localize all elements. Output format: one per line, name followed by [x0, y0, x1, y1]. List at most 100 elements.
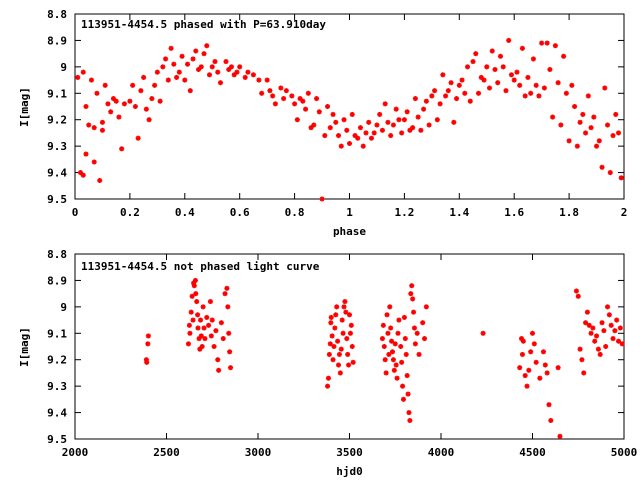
- data-point: [594, 333, 600, 339]
- data-point: [614, 317, 620, 323]
- y-tick-label: 8.9: [47, 34, 67, 47]
- data-point: [500, 64, 506, 70]
- data-point: [212, 59, 218, 65]
- data-point: [537, 375, 543, 381]
- data-point: [531, 341, 537, 347]
- data-point: [525, 74, 531, 80]
- data-point: [580, 111, 586, 117]
- data-point: [345, 351, 351, 357]
- phased-light-curve-panel: 113951-4454.5 phased with P=63.910day 0 0.…: [18, 8, 627, 238]
- data-point: [215, 69, 221, 75]
- data-point: [411, 325, 417, 331]
- data-point: [191, 283, 197, 289]
- data-point: [216, 367, 222, 373]
- data-point: [185, 61, 191, 67]
- data-point: [204, 43, 210, 49]
- data-point: [327, 341, 333, 347]
- data-point: [389, 338, 395, 344]
- data-point: [218, 320, 224, 326]
- data-point: [108, 109, 114, 115]
- data-point: [563, 90, 569, 96]
- x-tick-label: 1.8: [559, 206, 579, 219]
- data-point: [325, 375, 331, 381]
- data-point: [149, 96, 155, 102]
- data-point: [412, 96, 418, 102]
- data-point: [588, 125, 594, 131]
- data-point: [289, 93, 295, 99]
- data-point: [316, 109, 322, 115]
- data-point: [91, 125, 97, 131]
- data-point: [198, 64, 204, 70]
- data-point: [541, 85, 547, 91]
- data-point: [209, 64, 215, 70]
- data-point: [333, 119, 339, 125]
- data-point: [278, 85, 284, 91]
- data-point: [336, 351, 342, 357]
- data-point: [579, 357, 585, 363]
- data-point: [443, 93, 449, 99]
- data-point: [584, 309, 590, 315]
- data-point: [540, 349, 546, 355]
- data-point: [220, 336, 226, 342]
- data-point: [585, 93, 591, 99]
- data-point: [607, 170, 613, 176]
- data-point: [572, 104, 578, 109]
- data-point: [202, 336, 208, 342]
- data-point: [470, 59, 476, 65]
- y-tick-label: 8.9: [47, 274, 67, 287]
- data-point: [201, 325, 207, 331]
- data-point: [94, 90, 100, 96]
- data-point: [325, 383, 331, 389]
- data-point: [530, 330, 535, 336]
- data-point: [157, 98, 163, 104]
- data-point: [577, 346, 583, 352]
- data-point: [492, 67, 498, 72]
- x-tick-label: 1.2: [394, 206, 414, 219]
- data-point: [393, 362, 399, 368]
- data-point: [581, 370, 587, 376]
- data-point: [270, 93, 276, 99]
- data-point: [189, 293, 195, 299]
- data-point: [399, 130, 405, 136]
- data-point: [352, 133, 358, 139]
- data-point: [429, 93, 435, 99]
- data-point: [555, 365, 561, 371]
- data-point: [336, 362, 342, 368]
- data-point: [533, 359, 539, 365]
- data-point: [597, 351, 603, 357]
- data-point: [400, 396, 406, 402]
- data-point: [174, 74, 180, 80]
- data-point: [583, 130, 589, 136]
- data-point: [201, 51, 207, 57]
- data-point: [144, 359, 150, 365]
- data-point: [207, 299, 213, 305]
- data-point: [349, 111, 355, 117]
- data-point: [462, 90, 468, 96]
- data-point: [420, 320, 426, 326]
- data-point: [612, 328, 618, 334]
- data-point: [459, 77, 465, 83]
- data-point: [404, 373, 410, 379]
- data-point: [168, 45, 174, 51]
- data-point: [383, 370, 389, 376]
- unphased-light-curve-panel: 113951-4454.5 not phased light curve 2000…: [18, 248, 637, 478]
- data-point: [605, 304, 611, 310]
- data-point: [473, 51, 479, 57]
- data-point: [402, 336, 408, 342]
- data-point: [322, 133, 328, 139]
- data-point: [390, 357, 396, 363]
- data-point: [116, 114, 122, 120]
- y-tick-label: 9.5: [47, 193, 67, 206]
- data-point: [329, 333, 335, 339]
- chart-title: 113951-4454.5 phased with P=63.910day: [81, 18, 326, 31]
- x-tick-label: 0: [72, 206, 79, 219]
- data-point: [401, 117, 407, 123]
- data-point: [113, 98, 119, 104]
- data-point: [395, 330, 401, 336]
- data-point: [486, 85, 492, 91]
- data-point: [330, 357, 336, 363]
- data-point: [448, 80, 454, 86]
- data-point: [281, 96, 287, 102]
- data-point: [292, 101, 298, 107]
